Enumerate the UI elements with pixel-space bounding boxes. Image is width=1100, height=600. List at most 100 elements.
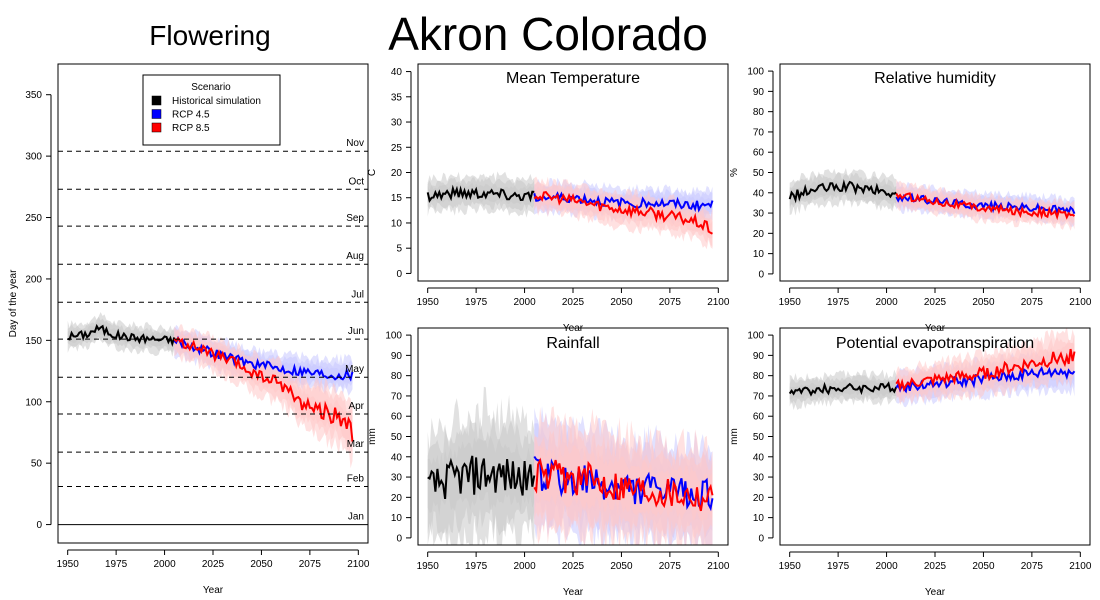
panel-flowering: Jan Feb Mar Apr May Jun Jul Aug Sep Oct Nov 1950 197… bbox=[8, 20, 370, 596]
y-tick-label-35: 35 bbox=[391, 92, 403, 103]
y-tick-label-20: 20 bbox=[753, 493, 765, 504]
x-tick-label-2100: 2100 bbox=[1069, 561, 1092, 572]
y-axis-label-flowering: Day of the year bbox=[8, 269, 19, 337]
panel-title-rainfall: Rainfall bbox=[546, 335, 599, 352]
x-tick-label-1950: 1950 bbox=[417, 561, 440, 572]
y-tick-label-70: 70 bbox=[753, 127, 765, 138]
y-tick-label-60: 60 bbox=[753, 412, 765, 423]
series-line-flowering-2 bbox=[173, 336, 354, 442]
month-label-jul: Jul bbox=[351, 289, 364, 300]
plot-border-flowering bbox=[57, 63, 369, 544]
series-line-temperature-1 bbox=[533, 191, 714, 213]
y-tick-label-90: 90 bbox=[391, 351, 403, 362]
x-axis-label-pet: Year bbox=[925, 587, 946, 598]
month-label-may: May bbox=[345, 364, 364, 375]
x-tick-label-2000: 2000 bbox=[875, 561, 898, 572]
y-tick-label-100: 100 bbox=[385, 331, 402, 342]
main-title: Akron Colorado bbox=[388, 8, 708, 60]
y-tick-label-100: 100 bbox=[747, 67, 764, 78]
x-tick-label-2000: 2000 bbox=[153, 559, 176, 570]
plot-area-rainfall bbox=[427, 386, 714, 545]
y-tick-label-70: 70 bbox=[391, 391, 403, 402]
x-axis-label-rainfall: Year bbox=[563, 587, 584, 598]
plot-area-humidity bbox=[788, 167, 1076, 231]
legend: Scenario Historical simulation RCP 4.5 RCP … bbox=[142, 74, 281, 146]
x-tick-label-2050: 2050 bbox=[972, 297, 995, 308]
y-tick-label-50: 50 bbox=[753, 432, 765, 443]
panel-title-pet: Potential evapotranspiration bbox=[836, 335, 1034, 352]
y-tick-label-70: 70 bbox=[753, 391, 765, 402]
y-tick-label-30: 30 bbox=[753, 473, 765, 484]
series-line-humidity-0 bbox=[788, 179, 897, 204]
y-tick-label-15: 15 bbox=[391, 193, 403, 204]
x-axis-label-flowering: Year bbox=[203, 585, 224, 596]
panel-temperature: 1950 1975 2000 2025 2050 2075 2100Year05101520… bbox=[367, 63, 730, 334]
y-tick-label-0: 0 bbox=[758, 269, 764, 280]
x-tick-label-2000: 2000 bbox=[875, 297, 898, 308]
y-tick-label-80: 80 bbox=[391, 371, 403, 382]
month-label-mar: Mar bbox=[347, 439, 365, 450]
x-tick-label-2100: 2100 bbox=[707, 297, 730, 308]
month-label-aug: Aug bbox=[346, 251, 364, 262]
series-line-pet-0 bbox=[788, 381, 898, 397]
y-tick-label-0: 0 bbox=[758, 533, 764, 544]
legend-title: Scenario bbox=[191, 82, 231, 93]
y-tick-label-5: 5 bbox=[396, 244, 402, 255]
band-flowering-0 bbox=[67, 322, 175, 347]
panel-pet: 1950 1975 2000 2025 2050 2075 2100 Year 0 10 20 30 4… bbox=[729, 327, 1092, 598]
y-tick-label-100: 100 bbox=[747, 331, 764, 342]
x-tick-label-2025: 2025 bbox=[924, 297, 947, 308]
y-tick-label-40: 40 bbox=[391, 452, 403, 463]
y-tick-label-80: 80 bbox=[753, 371, 765, 382]
band-humidity-0 bbox=[789, 179, 897, 206]
month-label-jun: Jun bbox=[348, 326, 364, 337]
y-tick-label-300: 300 bbox=[25, 152, 42, 163]
month-label-jan: Jan bbox=[348, 512, 364, 523]
y-tick-label-10: 10 bbox=[391, 513, 403, 524]
month-label-nov: Nov bbox=[346, 138, 364, 149]
y-axis-label-humidity: % bbox=[729, 168, 740, 177]
y-tick-label-10: 10 bbox=[753, 249, 765, 260]
plot-area-flowering bbox=[67, 312, 354, 469]
legend-label-0: Historical simulation bbox=[172, 96, 261, 107]
y-tick-label-50: 50 bbox=[753, 168, 765, 179]
month-label-apr: Apr bbox=[348, 401, 364, 412]
y-tick-label-40: 40 bbox=[391, 67, 403, 78]
series-line-flowering-0 bbox=[67, 323, 176, 348]
x-tick-label-2050: 2050 bbox=[250, 559, 273, 570]
y-tick-label-10: 10 bbox=[753, 513, 765, 524]
y-axis-label-rainfall: mm bbox=[367, 428, 378, 445]
x-tick-label-2075: 2075 bbox=[1021, 297, 1044, 308]
x-tick-label-2050: 2050 bbox=[610, 561, 633, 572]
y-tick-label-30: 30 bbox=[391, 118, 403, 129]
x-tick-label-1975: 1975 bbox=[827, 561, 850, 572]
y-tick-label-100: 100 bbox=[25, 397, 42, 408]
y-tick-label-40: 40 bbox=[753, 452, 765, 463]
y-axis-label-temperature: C bbox=[367, 169, 378, 176]
y-tick-label-80: 80 bbox=[753, 107, 765, 118]
y-tick-label-60: 60 bbox=[753, 148, 765, 159]
y-tick-label-20: 20 bbox=[753, 229, 765, 240]
x-tick-label-2050: 2050 bbox=[610, 297, 633, 308]
legend-swatch-0 bbox=[151, 95, 162, 106]
series-line-flowering-1 bbox=[173, 335, 354, 382]
month-label-oct: Oct bbox=[348, 176, 364, 187]
plot-area-pet bbox=[788, 328, 1076, 411]
y-tick-label-200: 200 bbox=[25, 274, 42, 285]
x-tick-label-1975: 1975 bbox=[465, 297, 488, 308]
series-line-pet-2 bbox=[895, 348, 1076, 392]
legend-label-1: RCP 4.5 bbox=[172, 110, 210, 121]
legend-box bbox=[142, 74, 281, 146]
series-line-humidity-2 bbox=[895, 192, 1076, 221]
x-tick-label-2025: 2025 bbox=[562, 561, 585, 572]
x-tick-label-1950: 1950 bbox=[57, 559, 80, 570]
legend-swatch-1 bbox=[151, 109, 162, 119]
y-tick-label-10: 10 bbox=[391, 218, 403, 229]
y-tick-label-250: 250 bbox=[25, 213, 42, 224]
y-tick-label-40: 40 bbox=[753, 188, 765, 199]
x-tick-label-2100: 2100 bbox=[707, 561, 730, 572]
x-tick-label-1950: 1950 bbox=[779, 561, 802, 572]
series-line-temperature-0 bbox=[426, 184, 535, 203]
x-tick-label-2050: 2050 bbox=[972, 561, 995, 572]
